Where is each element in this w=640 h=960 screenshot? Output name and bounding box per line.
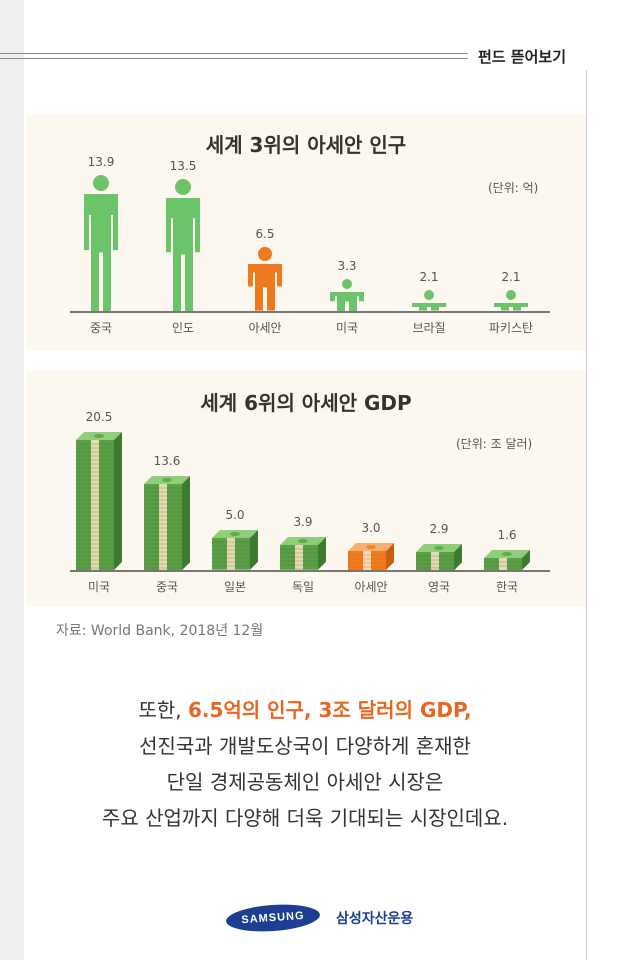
population-value-label: 6.5 — [255, 227, 275, 242]
gdp-category-label: 중국 — [155, 580, 179, 594]
population-category-label: 인도 — [171, 321, 195, 335]
gdp-unit-label: (단위: 조 달러) — [456, 437, 533, 451]
gdp-value-label: 5.0 — [225, 508, 245, 523]
body-paragraph: 또한, 6.5억의 인구, 3조 달러의 GDP, 선진국과 개발도상국이 다양… — [24, 692, 586, 836]
header-title: 펀드 뜯어보기 — [478, 48, 567, 66]
gdp-category-label: 영국 — [427, 580, 451, 594]
money-stack-icon — [76, 432, 122, 570]
body-line-1-prefix: 또한, — [138, 698, 188, 722]
right-divider — [586, 70, 587, 960]
population-category-label: 파키스탄 — [488, 321, 534, 335]
body-line-3: 단일 경제공동체인 아세안 시장은 — [166, 770, 444, 794]
population-category-label: 브라질 — [412, 321, 446, 335]
population-chart-title: 세계 3위의 아세안 인구 — [205, 133, 407, 157]
population-unit-label: (단위: 억) — [488, 181, 539, 195]
gdp-category-label: 아세안 — [354, 580, 388, 594]
body-line-1-highlight: 6.5억의 인구, 3조 달러의 GDP, — [187, 698, 472, 722]
population-category-label: 아세안 — [248, 321, 282, 335]
gdp-value-label: 2.9 — [429, 521, 449, 536]
money-stack-icon — [348, 542, 394, 570]
gdp-category-label: 한국 — [495, 580, 519, 594]
population-category-label: 미국 — [335, 321, 359, 335]
gdp-value-label: 3.9 — [293, 515, 313, 530]
person-icon — [412, 290, 446, 311]
gdp-category-label: 독일 — [291, 580, 315, 594]
header-rule — [0, 58, 468, 59]
gdp-category-label: 미국 — [87, 580, 111, 594]
source-note: 자료: World Bank, 2018년 12월 — [56, 623, 264, 639]
gdp-chart-panel: 세계 6위의 아세안 GDP (단위: 조 달러) 20.5 미국 13.6 중국 5.… — [26, 371, 586, 607]
gdp-baseline — [70, 570, 550, 572]
money-stack-icon — [280, 537, 326, 570]
population-value-label: 13.5 — [169, 158, 197, 173]
population-chart-panel: 세계 3위의 아세안 인구 (단위: 억) 13.9 중국 13.5 인도 6.5 아세안… — [26, 115, 586, 351]
footer: SAMSUNG 삼성자산운용 — [225, 901, 414, 935]
gdp-category-label: 일본 — [223, 580, 247, 594]
population-baseline — [70, 311, 550, 313]
person-icon — [166, 178, 200, 311]
gdp-chart-title: 세계 6위의 아세안 GDP — [200, 391, 412, 415]
population-value-label: 13.9 — [87, 155, 115, 169]
money-stack-icon — [416, 543, 462, 570]
population-value-label: 3.3 — [337, 258, 357, 273]
person-icon — [494, 290, 528, 311]
person-icon — [84, 175, 118, 311]
population-value-label: 2.1 — [501, 270, 521, 285]
gdp-value-label: 1.6 — [497, 528, 517, 542]
header-rule — [0, 53, 468, 54]
samsung-logo: SAMSUNG — [225, 901, 321, 935]
money-stack-icon — [144, 475, 190, 570]
company-name: 삼성자산운용 — [336, 911, 414, 927]
person-icon — [330, 278, 364, 311]
person-icon — [248, 247, 282, 311]
money-stack-icon — [484, 550, 530, 570]
left-margin-strip — [0, 0, 24, 960]
population-category-label: 중국 — [89, 321, 113, 335]
population-value-label: 2.1 — [419, 270, 439, 285]
gdp-value-label: 20.5 — [85, 410, 113, 424]
gdp-value-label: 3.0 — [361, 520, 381, 535]
money-stack-icon — [212, 530, 258, 570]
body-line-1: 또한, 6.5억의 인구, 3조 달러의 GDP, — [24, 692, 586, 728]
body-line-4: 주요 산업까지 다양해 더욱 기대되는 시장인데요. — [101, 806, 509, 830]
gdp-value-label: 13.6 — [153, 453, 181, 468]
body-line-2: 선진국과 개발도상국이 다양하게 혼재한 — [139, 734, 471, 758]
